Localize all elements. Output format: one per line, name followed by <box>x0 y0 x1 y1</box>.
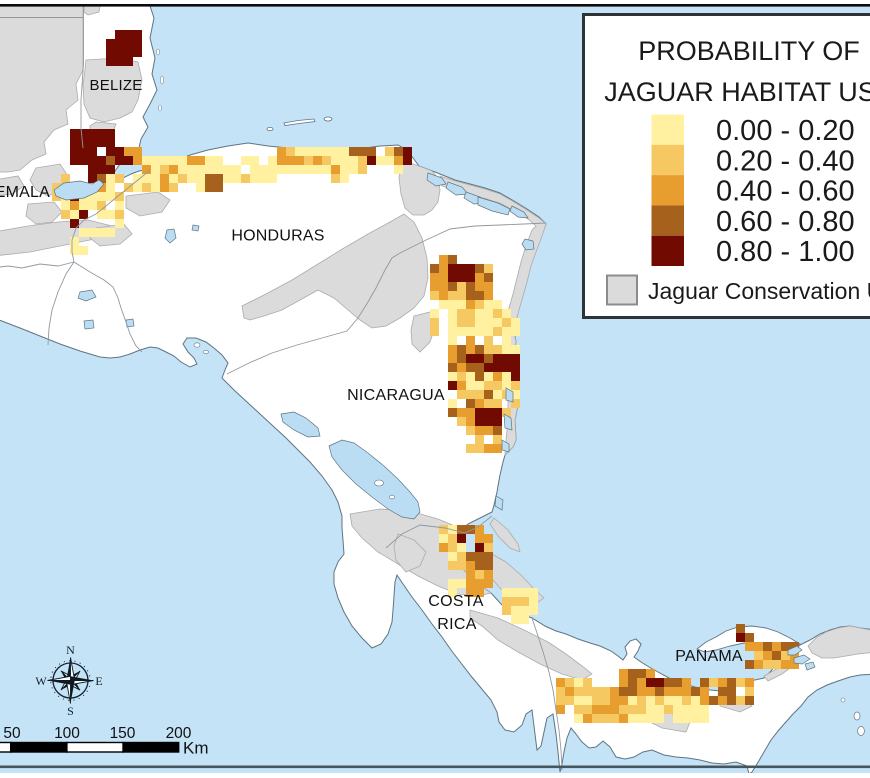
svg-text:PANAMA: PANAMA <box>675 648 743 665</box>
svg-text:COSTA: COSTA <box>428 593 483 610</box>
svg-text:150: 150 <box>110 725 136 742</box>
svg-text:W: W <box>35 674 47 688</box>
svg-text:RICA: RICA <box>437 616 476 633</box>
svg-text:NICARAGUA: NICARAGUA <box>347 387 445 404</box>
svg-text:Jaguar Conservation Units: Jaguar Conservation Units <box>648 278 870 304</box>
svg-text:50: 50 <box>3 725 21 742</box>
svg-text:100: 100 <box>54 725 80 742</box>
svg-text:Km: Km <box>183 739 209 758</box>
svg-text:E: E <box>95 674 102 688</box>
svg-text:0.80 - 1.00: 0.80 - 1.00 <box>716 236 855 268</box>
svg-text:GUATEMALA: GUATEMALA <box>0 184 50 201</box>
svg-text:JAGUAR HABITAT USE: JAGUAR HABITAT USE <box>604 77 870 107</box>
svg-text:S: S <box>67 704 74 718</box>
svg-text:PROBABILITY OF: PROBABILITY OF <box>638 36 860 66</box>
svg-text:0.60 - 0.80: 0.60 - 0.80 <box>716 206 855 238</box>
svg-text:BELIZE: BELIZE <box>90 77 143 94</box>
svg-text:HONDURAS: HONDURAS <box>231 228 324 245</box>
svg-text:0.00 - 0.20: 0.00 - 0.20 <box>716 115 855 147</box>
svg-text:N: N <box>66 643 75 657</box>
svg-text:0.20 - 0.40: 0.20 - 0.40 <box>716 145 855 177</box>
svg-text:0.40 - 0.60: 0.40 - 0.60 <box>716 176 855 208</box>
